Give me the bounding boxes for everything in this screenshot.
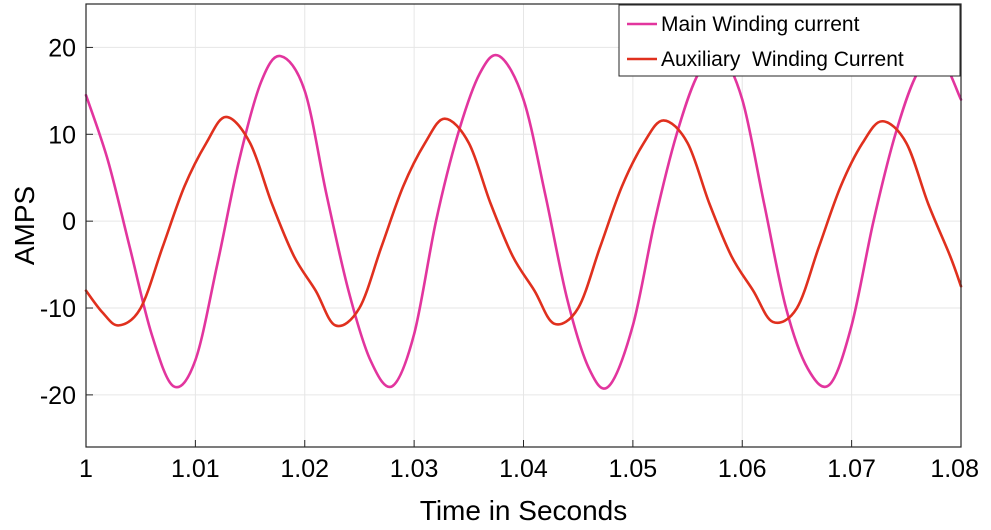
- x-tick-label: 1.02: [280, 455, 329, 483]
- x-tick-label: 1.01: [171, 455, 220, 483]
- series-line-auxiliary-winding: [84, 115, 963, 328]
- x-tick-label: 1.06: [718, 455, 767, 483]
- x-axis-label: Time in Seconds: [420, 495, 628, 526]
- legend-label-auxiliary: Auxiliary Winding Current: [661, 48, 904, 71]
- y-tick-label: 20: [48, 34, 76, 62]
- ticks: 1 1.01 1.02 1.03 1.04 1.05 1.06 1.07 1.08 20 10 0 -1…: [40, 34, 979, 483]
- legend-label-main: Main Winding current: [661, 13, 860, 36]
- x-tick-label: 1.07: [827, 455, 876, 483]
- x-tick-label: 1.03: [390, 455, 439, 483]
- x-tick-label: 1.04: [499, 455, 548, 483]
- y-tick-label: -10: [40, 295, 76, 323]
- series-group: [84, 53, 963, 390]
- x-tick-label: 1.05: [609, 455, 658, 483]
- y-tick-label: 0: [62, 208, 76, 236]
- x-tick-label: 1.08: [930, 455, 979, 483]
- y-axis-label: AMPS: [9, 186, 40, 265]
- legend: Main Winding current Auxiliary Winding C…: [618, 4, 961, 77]
- legend-box: [618, 4, 961, 77]
- y-tick-label: 10: [48, 121, 76, 149]
- x-tick-label: 1: [79, 455, 93, 483]
- series-line-main-winding: [84, 53, 963, 390]
- y-tick-label: -20: [40, 382, 76, 410]
